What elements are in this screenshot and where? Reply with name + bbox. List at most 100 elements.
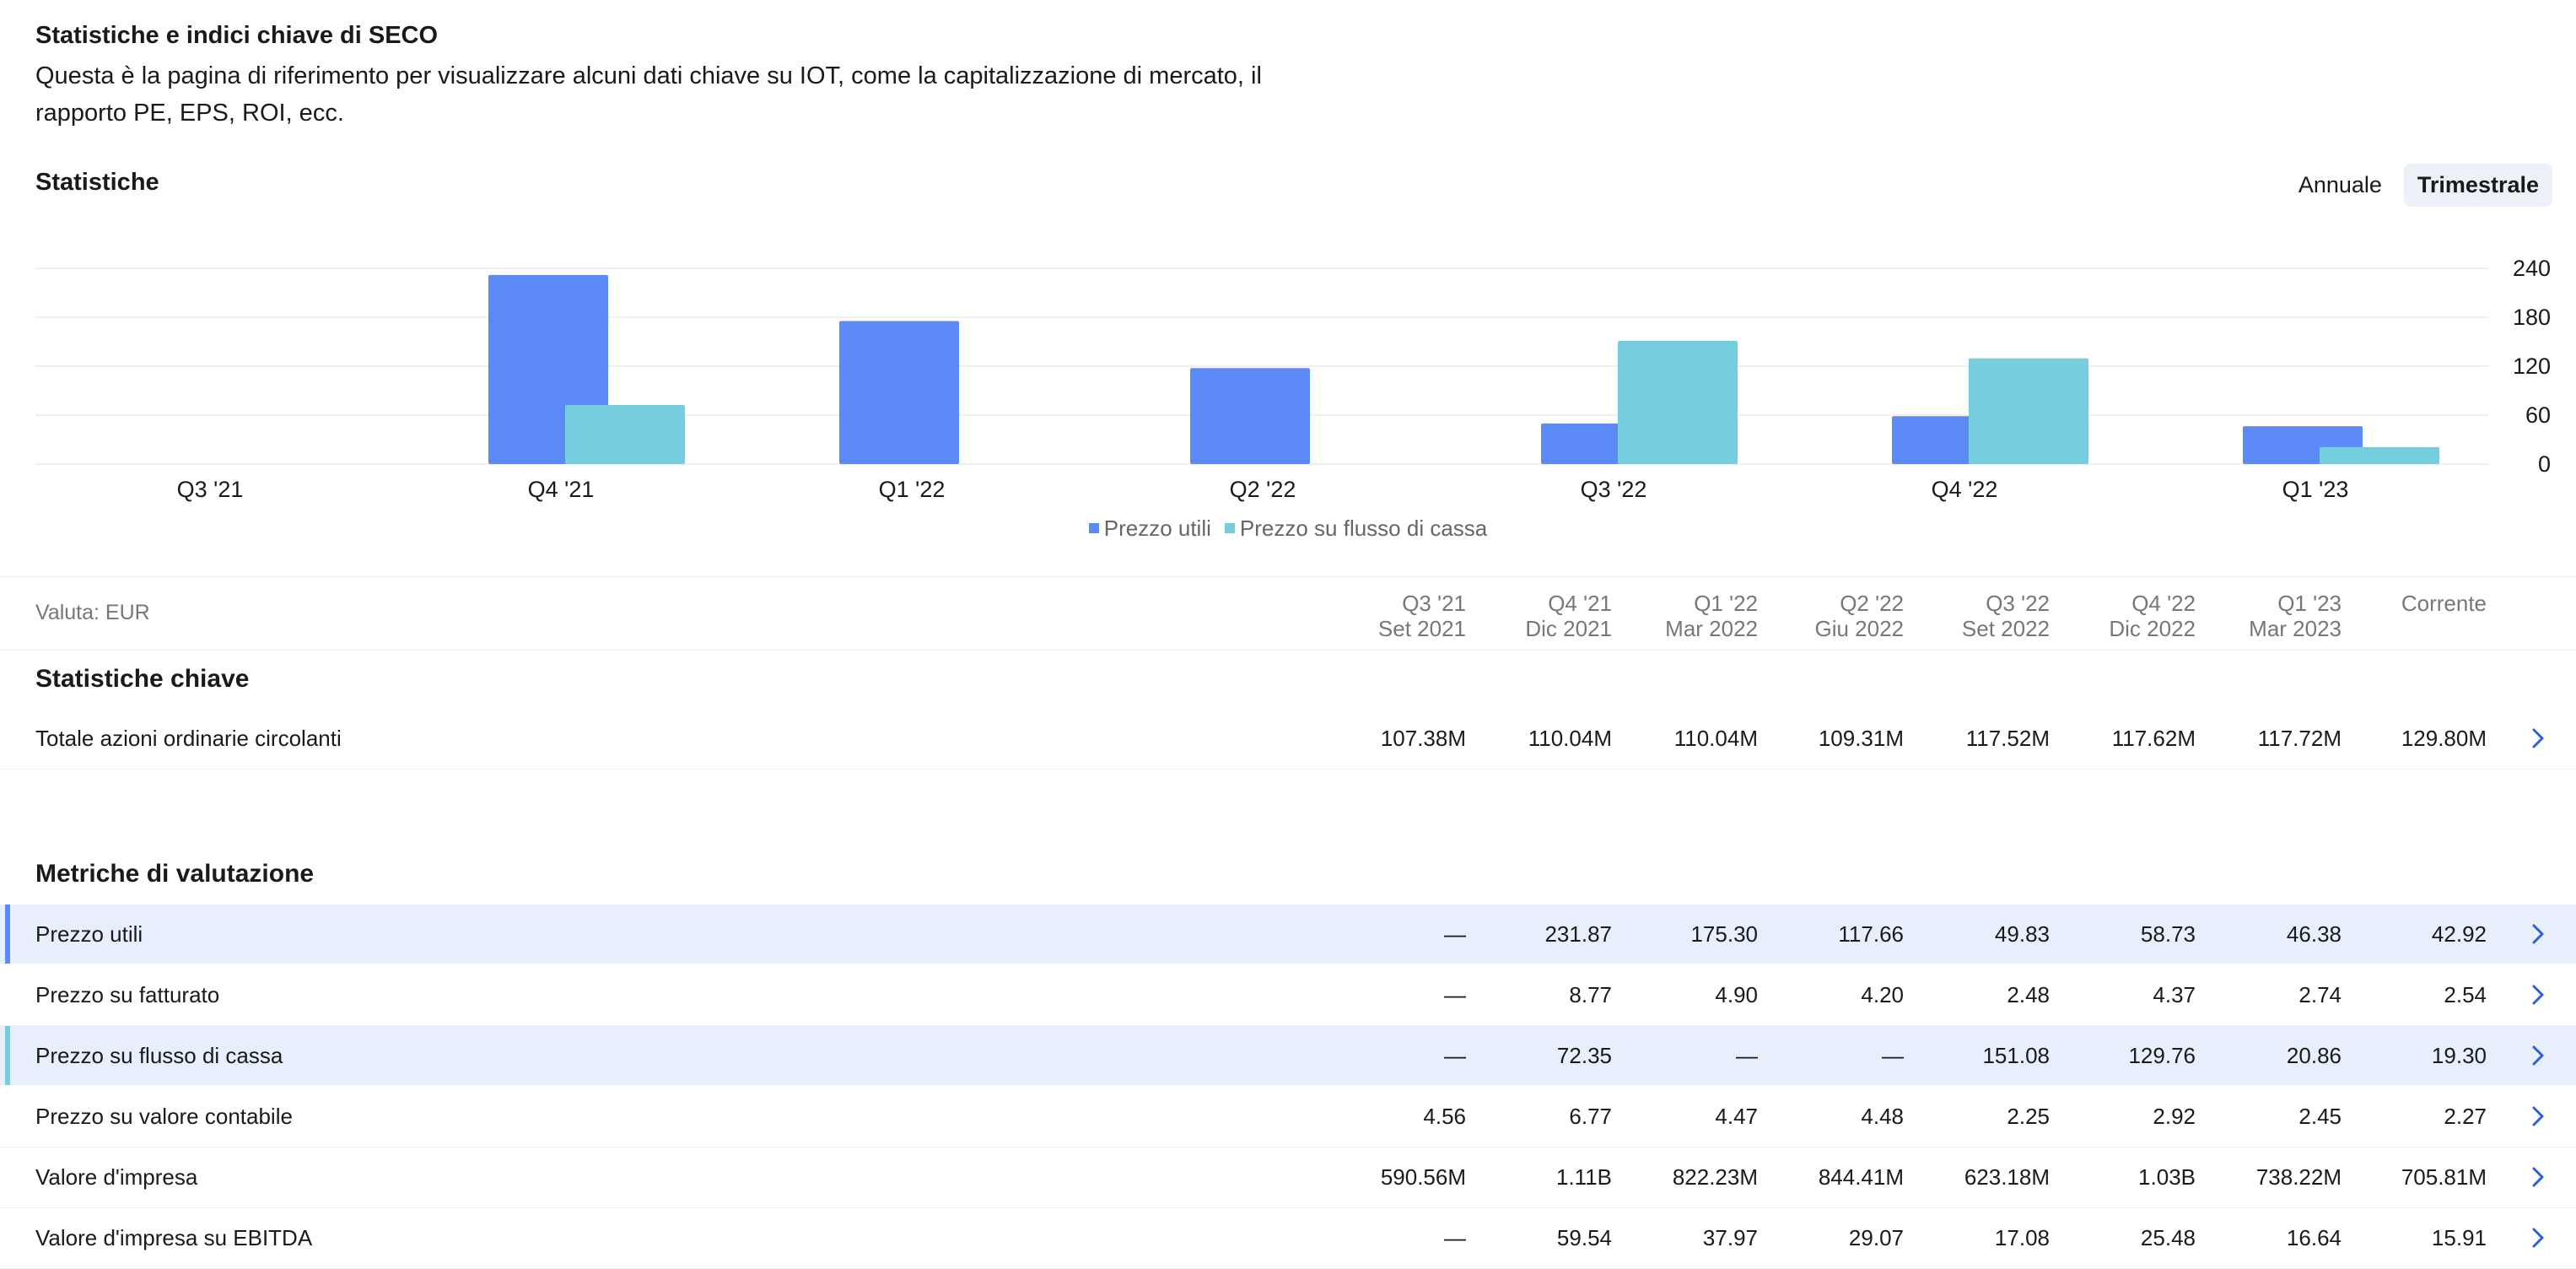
row-cell: 25.48 [2140, 1225, 2196, 1250]
bar-prezzo-flusso-cassa [2320, 446, 2439, 464]
table-row[interactable]: Valore d'impresa su EBITDA — 59.54 37.97 29.… [0, 1208, 2576, 1267]
row-highlight-bar [5, 1026, 10, 1085]
row-label: Prezzo utili [35, 921, 143, 947]
column-date: Set 2021 [1377, 616, 1466, 641]
row-cell: — [1444, 1043, 1466, 1068]
row-cell: 29.07 [1848, 1225, 1904, 1250]
chevron-right-icon[interactable] [2527, 1166, 2549, 1188]
table-row[interactable]: Valore d'impresa 590.56M 1.11B 822.23M 844.4… [0, 1148, 2576, 1207]
row-label: Prezzo su flusso di cassa [35, 1043, 283, 1068]
chevron-right-icon[interactable] [2527, 984, 2549, 1006]
chevron-right-icon[interactable] [2527, 1045, 2549, 1066]
column-date: Mar 2023 [2249, 616, 2342, 641]
row-cell: 175.30 [1690, 921, 1758, 947]
row-cell: — [1444, 982, 1466, 1007]
row-cell: 4.90 [1715, 982, 1758, 1007]
divider [0, 576, 2576, 577]
toggle-quarterly-button[interactable]: Trimestrale [2403, 164, 2552, 207]
page-description: Questa è la pagina di riferimento per vi… [35, 62, 1262, 127]
table-row[interactable]: Prezzo su valore contabile 4.56 6.77 4.47 4.… [0, 1087, 2576, 1146]
row-separator [0, 1207, 2576, 1208]
row-cell: 822.23M [1672, 1164, 1758, 1190]
column-header: Q1 '23 Mar 2023 [2207, 591, 2342, 641]
column-date: Dic 2022 [2109, 616, 2196, 641]
group-title: Metriche di valutazione [35, 860, 315, 888]
row-cell: 151.08 [1982, 1043, 2050, 1068]
row-cell: 2.25 [2007, 1104, 2050, 1129]
x-tick-label: Q1 '23 [2282, 477, 2349, 502]
chevron-right-icon[interactable] [2527, 1105, 2549, 1127]
bar-prezzo-flusso-cassa [1969, 358, 2088, 464]
row-separator [0, 769, 2576, 770]
row-cell: 117.52M [1965, 726, 2050, 751]
row-cell: 231.87 [1544, 921, 1612, 947]
row-cell: 37.97 [1702, 1225, 1758, 1250]
bar-prezzo-utili [1190, 368, 1310, 464]
row-cell: 15.91 [2431, 1225, 2487, 1250]
row-cell: 16.64 [2286, 1225, 2342, 1250]
row-cell: 20.86 [2286, 1043, 2342, 1068]
x-tick-label: Q4 '21 [528, 477, 595, 502]
row-label: Prezzo su fatturato [35, 982, 220, 1007]
legend-item[interactable]: Prezzo su flusso di cassa [1224, 515, 1488, 542]
legend-label: Prezzo su flusso di cassa [1239, 515, 1488, 541]
chevron-right-icon[interactable] [2527, 1227, 2549, 1249]
row-cell: 6.77 [1569, 1104, 1612, 1129]
row-cell: 110.04M [1673, 726, 1758, 751]
row-cell: 2.92 [2153, 1104, 2196, 1129]
row-cell: 4.37 [2153, 982, 2196, 1007]
y-tick-label: 240 [2513, 256, 2551, 281]
currency-label: Valuta: EUR [35, 601, 150, 624]
chevron-right-icon[interactable] [2527, 923, 2549, 945]
row-highlight-bar [5, 904, 10, 964]
toggle-annual-button[interactable]: Annuale [2298, 172, 2382, 197]
row-cell: 2.48 [2007, 982, 2050, 1007]
y-tick-label: 60 [2525, 402, 2551, 428]
chevron-right-icon[interactable] [2527, 727, 2549, 749]
row-cell: 4.48 [1861, 1104, 1904, 1129]
row-cell: 2.54 [2444, 982, 2487, 1007]
row-cell: 129.80M [2401, 726, 2487, 751]
bar-prezzo-utili [839, 321, 959, 464]
row-cell: 738.22M [2255, 1164, 2342, 1190]
row-separator [0, 1025, 2576, 1026]
row-label: Totale azioni ordinarie circolanti [35, 726, 342, 751]
column-header: Corrente [2352, 591, 2487, 616]
row-cell: — [1882, 1043, 1904, 1068]
row-label: Prezzo su valore contabile [35, 1104, 293, 1129]
row-cell: 58.73 [2140, 921, 2196, 947]
table-row[interactable]: Prezzo utili — 231.87 175.30 117.66 49.83 58.7… [0, 904, 2576, 964]
x-tick-label: Q3 '21 [177, 477, 244, 502]
column-date: Mar 2022 [1665, 616, 1758, 641]
table-row[interactable]: Totale azioni ordinarie circolanti 107.38… [0, 709, 2576, 768]
column-header: Q4 '22 Dic 2022 [2061, 591, 2196, 641]
row-cell: 4.20 [1861, 982, 1904, 1007]
column-quarter: Q4 '21 [1548, 591, 1612, 616]
row-cell: 705.81M [2401, 1164, 2487, 1190]
column-date: Dic 2021 [1525, 616, 1612, 641]
legend-item[interactable]: Prezzo utili [1088, 516, 1211, 542]
row-cell: 117.66 [1838, 921, 1904, 947]
row-cell: 590.56M [1380, 1164, 1466, 1190]
row-cell: 109.31M [1818, 726, 1904, 751]
column-quarter: Corrente [2401, 591, 2487, 616]
divider [0, 650, 2576, 651]
row-cell: 1.11B [1555, 1164, 1612, 1190]
row-cell: 8.77 [1569, 982, 1612, 1007]
row-cell: 117.62M [2111, 726, 2196, 751]
column-date: Set 2022 [1961, 616, 2050, 641]
row-cell: — [1736, 1043, 1758, 1068]
bar-prezzo-flusso-cassa [1618, 340, 1738, 464]
table-row[interactable]: Prezzo su fatturato — 8.77 4.90 4.20 2.48 4.37… [0, 965, 2576, 1024]
row-cell: 17.08 [1994, 1225, 2050, 1250]
column-header: Q4 '21 Dic 2021 [1477, 591, 1612, 641]
row-cell: 2.27 [2444, 1104, 2487, 1129]
row-cell: — [1444, 1225, 1466, 1250]
table-row[interactable]: Prezzo su flusso di cassa — 72.35 — — 151.08 1… [0, 1026, 2576, 1085]
row-cell: 2.45 [2298, 1104, 2342, 1129]
row-cell: 844.41M [1818, 1164, 1904, 1190]
column-quarter: Q4 '22 [2131, 591, 2196, 616]
stats-bar-chart: 240 180 120 60 0 Q3 '21 Q4 '21 Q1 '22 Q2 '22 Q3 '… [35, 256, 2551, 502]
row-cell: — [1444, 921, 1466, 947]
x-tick-label: Q3 '22 [1581, 477, 1647, 502]
